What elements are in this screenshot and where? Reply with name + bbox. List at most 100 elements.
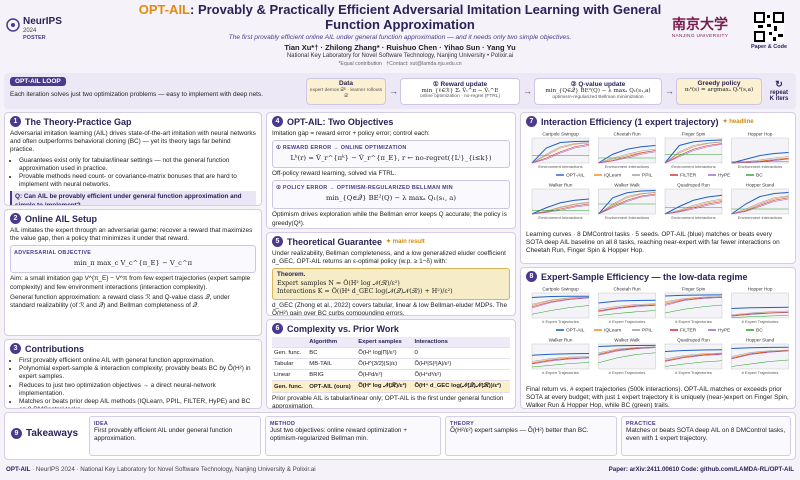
series-line	[664, 297, 723, 306]
series-line	[598, 304, 656, 311]
legend-label: IQLearn	[604, 328, 622, 334]
formula: Lᵏ(r) = V̂_r^{πᵏ} − V̂_r^{π_E}, r ← no-r…	[290, 154, 492, 163]
legend-label: FILTER	[680, 328, 697, 334]
series-line	[664, 198, 723, 215]
panel-title: Cartpole Swingup	[542, 287, 579, 292]
author: Tian Xu*†	[284, 43, 319, 52]
series-line	[731, 350, 789, 360]
legend-label: FILTER	[680, 173, 697, 179]
footer: OPT-AIL · NeurIPS 2024 · National Key La…	[6, 466, 316, 473]
series-line	[731, 152, 789, 164]
panel-title: Hopper Stand	[746, 338, 775, 343]
section-number: 1	[10, 116, 21, 127]
objective-box: ADVERSARIAL OBJECTIVE min_π max_c V_c^{π_…	[10, 245, 256, 274]
cell: BRIG	[307, 369, 357, 381]
x-axis-label: # Expert Trajectories	[609, 370, 646, 375]
series-line	[598, 305, 656, 313]
series-line	[531, 145, 590, 164]
series-line	[731, 359, 789, 367]
series-line	[598, 150, 656, 164]
series-line	[598, 190, 656, 215]
series-line	[531, 357, 590, 365]
section: 7 Interaction Efficiency (1 expert trajec…	[520, 112, 796, 264]
step-title: Data	[338, 80, 354, 87]
series-line	[531, 142, 590, 164]
loop-step: Greedy policy πₜᵏ(s) = argmaxₐ Qₜᵏ(s,a)	[676, 78, 762, 105]
bullet: Reduces to just two optimization objecti…	[19, 382, 256, 398]
objective-box: ② POLICY ERROR → OPTIMISM-REGULARIZED BE…	[272, 180, 510, 210]
series-line	[664, 296, 723, 303]
paragraph: Prior provable AIL is tabular/linear onl…	[272, 395, 504, 409]
bullet: Polynomial expert-sample & interaction c…	[19, 365, 256, 381]
footer-lead: OPT-AIL	[6, 466, 31, 473]
legend-label: HyPE	[718, 328, 730, 334]
complexity-table: Algorithm Expert samples Interactions Gen.…	[272, 337, 510, 393]
step-detail: online optimization · no-regret (FTRL)	[420, 94, 500, 99]
series-line	[664, 143, 723, 164]
plot-frame	[664, 188, 723, 215]
figure: Cartpole Swingup # Expert Trajectories Che…	[531, 287, 789, 375]
series-line	[598, 150, 656, 164]
series-line	[664, 139, 723, 164]
question: Q: Can AIL be provably efficient under g…	[10, 191, 256, 205]
step-formula: πₜᵏ(s) = argmaxₐ Qₜᵏ(s,a)	[684, 87, 754, 93]
step-formula: min_{Q∈𝒬} BE²(Q) − λ maxₐ Q₁(s₁,a)	[545, 88, 651, 94]
footer-text: · NeurIPS 2024 · National Key Laboratory…	[30, 466, 316, 473]
section-number: 7	[526, 116, 537, 127]
arrow: →	[665, 86, 674, 96]
bullet-list: Guarantees exist only for tabular/linear…	[10, 157, 256, 190]
card-text: Matches or beats SOTA deep AIL on 8 DMCo…	[626, 427, 786, 443]
series-line	[531, 198, 590, 215]
box-label: ① REWARD ERROR → ONLINE OPTIMIZATION	[276, 145, 407, 152]
x-axis-label: # Expert Trajectories	[742, 370, 779, 375]
series-line	[664, 353, 723, 362]
paper-link[interactable]: Paper: arXiv:2411.00610	[608, 466, 680, 473]
university-en: NANJING UNIVERSITY	[671, 34, 729, 39]
bullet: Provable methods need count- or covarian…	[19, 173, 256, 189]
caption: Final return vs. # expert trajectories (…	[526, 386, 789, 409]
cell: Õ(H²d/ε²)	[356, 369, 413, 381]
series-line	[598, 304, 656, 312]
series-line	[664, 296, 723, 304]
loop-step: ① Reward update min_{ℓ∈ℛ} Σₜ V̂ₜ^π − V̂ₜ^…	[400, 78, 520, 105]
section-title: Interaction Efficiency (1 expert traject…	[541, 116, 719, 127]
panel-title: Walker Run	[549, 338, 573, 343]
note: *Equal contribution †Contact: xut@lamda.…	[338, 61, 462, 67]
paragraph: Under realizability, Bellman completenes…	[272, 250, 506, 266]
author: Yihao Sun	[443, 43, 481, 52]
card-label: METHOD	[270, 421, 296, 427]
code-link[interactable]: Code: github.com/LAMDA-RL/OPT-AIL	[680, 466, 794, 473]
x-axis-label: # Expert Trajectories	[742, 319, 779, 324]
formula: min_π max_c V_c^{π_E} − V_c^π	[73, 259, 193, 268]
legend-label: OPT-AIL	[566, 328, 585, 334]
box-label: ② POLICY ERROR → OPTIMISM-REGULARIZED BE…	[276, 185, 453, 192]
card-text: Just two objectives: online reward optim…	[270, 427, 407, 443]
legend-label: OPT-AIL	[566, 173, 585, 179]
series-line	[731, 346, 789, 349]
step-detail: optimism-regularized Bellman minimizatio…	[552, 95, 644, 100]
logo: NeurIPS 2024 POSTER	[6, 14, 66, 50]
bullet-list: First provably efficient online AIL with…	[10, 357, 256, 408]
panel-title: Finger Spin	[682, 132, 706, 137]
x-axis-label: # Expert Trajectories	[542, 370, 579, 375]
card-text: First provably efficient AIL under gener…	[94, 427, 233, 443]
paragraph: Off-policy reward learning, solved via F…	[272, 170, 397, 178]
section: 4 OPT-AIL: Two Objectives Imitation gap =…	[266, 112, 516, 229]
header-cell	[272, 337, 308, 348]
series-line	[664, 294, 723, 297]
x-axis-label: # Expert Trajectories	[609, 319, 646, 324]
series-line	[531, 142, 590, 164]
paragraph: Adversarial imitation learning (AIL) dri…	[10, 130, 256, 154]
cell: Gen. func.	[272, 380, 308, 393]
series-line	[731, 310, 789, 316]
series-line	[598, 352, 656, 364]
series-line	[664, 352, 723, 360]
section-tag: ✦ main result	[386, 239, 425, 245]
series-line	[731, 312, 789, 317]
takeaway-card: IDEA First provably efficient AIL under g…	[89, 416, 261, 456]
series-line	[664, 360, 723, 367]
series-line	[664, 353, 723, 361]
author: Ruishuo Chen	[386, 43, 438, 52]
series-line	[664, 349, 723, 352]
paragraph: d_GEC (Zhong et al., 2022) covers tabula…	[272, 301, 508, 316]
